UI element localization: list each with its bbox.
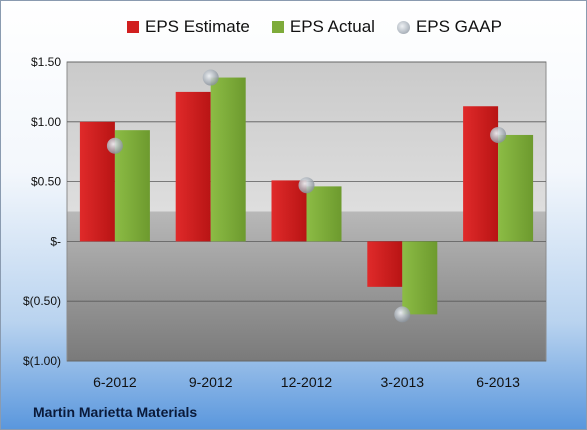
legend-item-gaap: EPS GAAP [396,17,502,37]
bar-eps-actual [306,186,342,242]
x-tick-label: 12-2012 [281,374,333,390]
x-tick-label: 6-2012 [93,374,137,390]
y-tick-label: $1.50 [31,55,61,69]
legend-swatch-estimate [127,21,139,33]
company-name: Martin Marietta Materials [33,404,198,420]
legend-item-estimate: EPS Estimate [127,17,250,37]
marker-eps-gaap [394,306,411,323]
y-tick-label: $1.00 [31,115,61,129]
bar-eps-actual [402,241,438,315]
legend-label-gaap: EPS GAAP [415,17,502,36]
bar-eps-estimate [175,91,211,242]
bar-eps-actual [210,77,246,242]
legend-label-estimate: EPS Estimate [145,17,250,36]
x-tick-label: 9-2012 [189,374,233,390]
marker-eps-gaap [298,177,315,194]
y-tick-label: $- [50,234,61,248]
marker-eps-gaap [106,137,123,154]
bar-eps-estimate [463,106,499,242]
x-tick-label: 3-2013 [381,374,425,390]
bar-eps-actual [498,134,534,242]
y-tick-label: $0.50 [31,175,61,189]
y-tick-label: $(0.50) [23,294,61,308]
legend-marker-gaap [396,20,410,34]
marker-eps-gaap [490,126,507,143]
legend: EPS Estimate EPS Actual EPS GAAP [127,17,502,37]
legend-label-actual: EPS Actual [289,17,375,36]
x-tick-label: 6-2013 [476,374,520,390]
bar-eps-estimate [367,241,403,287]
legend-item-actual: EPS Actual [271,17,375,37]
marker-eps-gaap [202,69,219,86]
legend-swatch-actual [271,21,284,33]
y-tick-label: $(1.00) [23,354,61,368]
